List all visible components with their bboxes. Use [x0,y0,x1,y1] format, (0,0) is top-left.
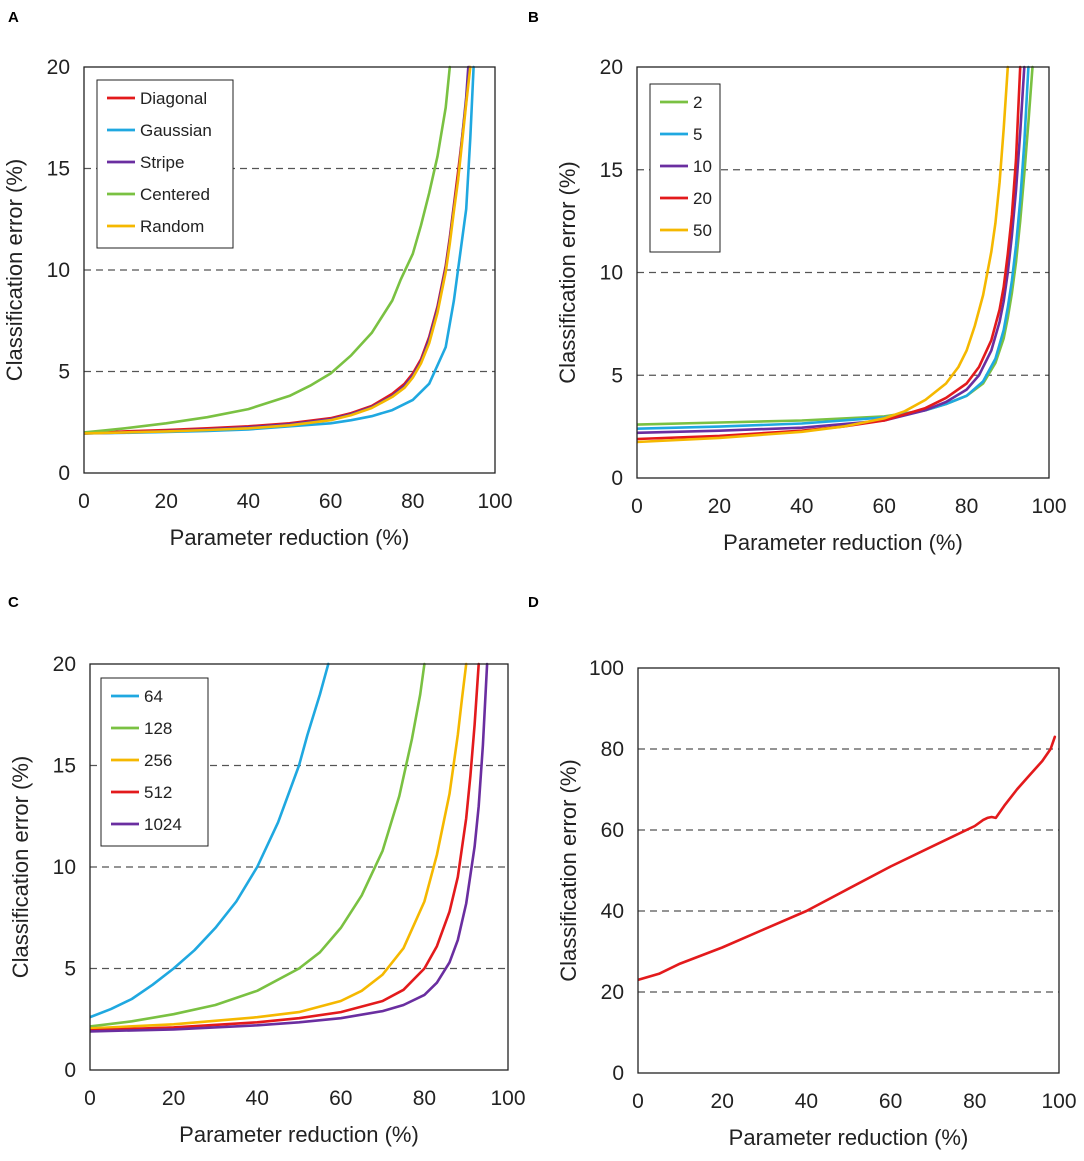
x-tick-label-d-40: 40 [795,1090,818,1113]
y-tick-label-b-15: 15 [600,159,623,182]
panel-letter-b: B [528,9,539,26]
y-tick-label-d-20: 20 [601,981,624,1004]
y-tick-label-d-80: 80 [601,738,624,761]
legend-c: 64 128 256 512 1024 [100,677,209,847]
x-tick-label-d-100: 100 [1041,1090,1076,1113]
x-tick-label-a-20: 20 [155,490,178,513]
x-tick-label-b-40: 40 [790,495,813,518]
x-tick-label-d-0: 0 [632,1090,644,1113]
x-tick-label-a-60: 60 [319,490,342,513]
y-tick-label-d-40: 40 [601,900,624,923]
series-line-b-2 [637,65,1034,426]
x-tick-label-d-20: 20 [711,1090,734,1113]
legend-label-b-20: 20 [693,189,712,208]
legend-box-c [100,677,209,847]
plot-frame-a [83,66,496,474]
x-tick-label-d-80: 80 [963,1090,986,1113]
legend-label-a-random: Random [140,217,204,236]
legend-label-c-512: 512 [144,783,172,802]
x-tick-label-c-0: 0 [84,1087,96,1110]
y-tick-label-a-10: 10 [47,259,70,282]
series-line-b-5 [637,65,1030,430]
legend-label-a-diagonal: Diagonal [140,89,207,108]
y-tick-label-a-15: 15 [47,158,70,181]
y-tick-label-b-20: 20 [600,56,623,79]
legend-label-b-10: 10 [693,157,712,176]
x-tick-label-a-100: 100 [477,490,512,513]
y-tick-label-b-10: 10 [600,262,623,285]
legend-label-c-64: 64 [144,687,163,706]
y-axis-title-c: Classification error (%) [8,756,33,979]
x-tick-label-b-0: 0 [631,495,643,518]
chart-panel-c: C 0 20 40 60 80 100 0 5 10 15 20 Parameter reduction… [8,594,526,1147]
legend-a: Diagonal Gaussian Stripe Centered Random [96,79,234,249]
panel-letter-d: D [528,594,539,611]
y-tick-label-c-10: 10 [53,856,76,879]
x-tick-label-a-0: 0 [78,490,90,513]
x-tick-label-c-100: 100 [490,1087,525,1110]
legend-label-b-5: 5 [693,125,702,144]
x-tick-label-b-60: 60 [873,495,896,518]
panel-letter-a: A [8,9,19,26]
x-tick-label-c-40: 40 [246,1087,269,1110]
chart-panel-d: D 0 20 40 60 80 100 0 20 40 60 80 100 Parameter reduc… [528,594,1077,1150]
series-line-c-512 [90,662,480,1032]
y-tick-label-d-0: 0 [612,1062,624,1085]
legend-label-c-256: 256 [144,751,172,770]
y-axis-title-b: Classification error (%) [555,161,580,384]
legend-b: 2 5 10 20 50 [649,83,721,253]
y-tick-label-c-15: 15 [53,755,76,778]
y-tick-label-b-5: 5 [611,364,623,387]
series-line-a-random [84,65,472,435]
y-tick-label-a-0: 0 [58,462,70,485]
y-tick-label-d-60: 60 [601,819,624,842]
plot-frame-d [637,667,1060,1074]
series-line-c-256 [90,662,468,1030]
x-tick-label-a-40: 40 [237,490,260,513]
legend-box-b [649,83,721,253]
y-tick-label-b-0: 0 [611,467,623,490]
legend-label-b-50: 50 [693,221,712,240]
legend-label-b-2: 2 [693,93,702,112]
legend-box-a [96,79,234,249]
plot-frame-b [636,66,1050,479]
series-line-a-centered [84,65,452,434]
x-axis-title-d: Parameter reduction (%) [729,1125,969,1150]
y-axis-title-a: Classification error (%) [2,159,27,382]
y-tick-label-a-20: 20 [47,56,70,79]
panel-letter-c: C [8,594,19,611]
plot-frame-c [89,663,509,1071]
y-axis-title-d: Classification error (%) [556,759,581,982]
series-line-c-1024 [90,662,489,1033]
chart-panel-a: A 0 20 40 60 80 100 0 5 10 15 20 Parameter reduction… [2,9,513,550]
x-tick-label-b-100: 100 [1031,495,1066,518]
x-axis-title-b: Parameter reduction (%) [723,530,963,555]
y-tick-label-d-100: 100 [589,657,624,680]
series-line-c-128 [90,662,426,1028]
x-tick-label-b-80: 80 [955,495,978,518]
chart-panel-b: B 0 20 40 60 80 100 0 5 10 15 20 Parameter reduction… [528,9,1067,555]
legend-label-a-centered: Centered [140,185,210,204]
x-tick-label-d-60: 60 [879,1090,902,1113]
y-tick-label-c-20: 20 [53,653,76,676]
legend-label-c-1024: 1024 [144,815,182,834]
x-tick-label-b-20: 20 [708,495,731,518]
legend-label-a-gaussian: Gaussian [140,121,212,140]
series-line-b-10 [637,65,1026,435]
x-tick-label-c-60: 60 [329,1087,352,1110]
y-tick-label-a-5: 5 [58,361,70,384]
y-tick-label-c-5: 5 [64,958,76,981]
x-tick-label-a-80: 80 [401,490,424,513]
series-line-c-64 [90,662,330,1019]
y-tick-label-c-0: 0 [64,1059,76,1082]
x-axis-title-c: Parameter reduction (%) [179,1122,419,1147]
legend-label-a-stripe: Stripe [140,153,184,172]
x-tick-label-c-80: 80 [413,1087,436,1110]
legend-label-c-128: 128 [144,719,172,738]
x-axis-title-a: Parameter reduction (%) [170,525,410,550]
x-tick-label-c-20: 20 [162,1087,185,1110]
series-line-b-50 [637,65,1010,444]
series-line-d-main [638,735,1057,982]
